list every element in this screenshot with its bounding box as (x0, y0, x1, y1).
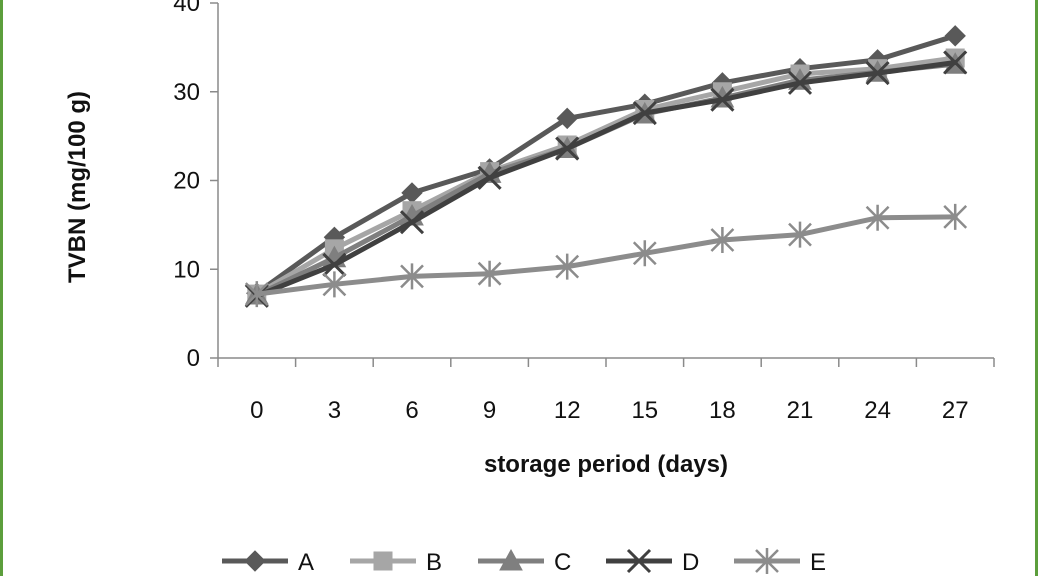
x-tick-label: 24 (864, 397, 891, 424)
y-tick-label: 10 (173, 256, 200, 283)
y-axis: 0 10 20 30 40 (173, 0, 219, 372)
data-point-A (556, 107, 578, 130)
data-point-E (477, 260, 502, 287)
data-point-E (555, 253, 580, 280)
x-tick-label: 0 (250, 397, 263, 424)
data-point-D (632, 100, 657, 126)
data-point-D (787, 70, 813, 95)
data-point-E (400, 263, 424, 290)
data-point-E (865, 204, 890, 231)
legend-item-C: C (478, 548, 571, 576)
data-point-D (865, 61, 890, 86)
data-point-E (788, 221, 812, 248)
legend-label: A (298, 549, 314, 576)
data-point-A (401, 182, 423, 204)
data-point-E (943, 203, 968, 230)
x-tick-label: 12 (554, 397, 581, 424)
data-point-E (710, 226, 735, 253)
legend-label: C (554, 549, 571, 576)
x-tick-label: 21 (787, 397, 814, 424)
data-point-E (322, 271, 347, 298)
x-tick-label: 27 (942, 397, 969, 424)
series-line-B (254, 55, 958, 297)
data-point-E (244, 281, 269, 308)
y-axis-title: TVBN (mg/100 g) (64, 91, 91, 283)
legend-marker (244, 550, 266, 572)
legend-label: E (810, 549, 826, 576)
series-line-E (254, 214, 958, 297)
y-tick-label: 30 (173, 79, 200, 106)
x-tick-label: 6 (405, 397, 418, 424)
legend-label: D (682, 549, 699, 576)
series-line-A (254, 33, 958, 296)
series-line-D (254, 60, 958, 299)
legend-item-B: B (350, 549, 442, 576)
data-point-D (555, 136, 580, 161)
y-tick-label: 0 (187, 345, 200, 372)
legend-marker (499, 548, 523, 571)
x-axis-title: storage period (days) (484, 451, 728, 478)
data-point-D (943, 50, 968, 75)
x-axis: 0 3 6 9 12 15 18 21 24 27 (217, 357, 995, 424)
series-layer (244, 25, 968, 308)
series-C (244, 52, 968, 305)
x-tick-label: 18 (709, 397, 736, 424)
data-point-D (399, 210, 425, 235)
series-B (247, 48, 965, 304)
legend-item-A: A (222, 549, 314, 576)
x-tick-label: 9 (483, 397, 496, 424)
legend-marker (755, 548, 779, 574)
y-tick-label: 40 (173, 0, 200, 17)
legend-marker (626, 548, 652, 574)
series-E (244, 203, 968, 308)
data-point-D (710, 87, 735, 112)
data-point-D (477, 165, 502, 190)
series-D (244, 50, 968, 308)
legend: A B C D E (222, 548, 826, 576)
legend-item-D: D (606, 548, 699, 576)
x-tick-label: 3 (328, 397, 341, 424)
data-point-D (322, 252, 347, 277)
data-point-E (632, 240, 657, 267)
legend-item-E: E (734, 548, 826, 576)
x-tick-label: 15 (631, 397, 658, 424)
legend-marker (373, 551, 393, 571)
data-point-A (944, 25, 966, 47)
legend-label: B (426, 549, 442, 576)
y-tick-label: 20 (173, 168, 200, 195)
